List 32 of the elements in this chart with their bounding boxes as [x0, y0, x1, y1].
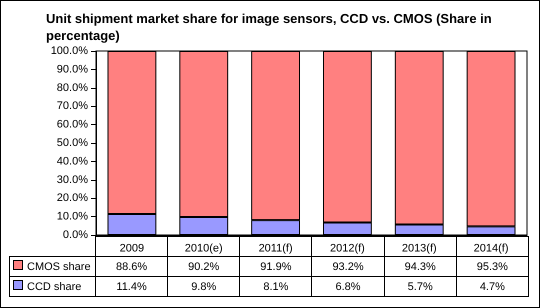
data-label: 90.2%: [168, 256, 240, 276]
data-label: 91.9%: [240, 256, 312, 276]
x-tick-label: 2012(f): [330, 242, 365, 254]
data-label: 93.2%: [312, 256, 384, 276]
x-tick-label: 2009: [120, 242, 144, 254]
chart-title: Unit shipment market share for image sensors, CCD vs. CMOS (Share in percentage): [46, 11, 496, 43]
x-tick-label: 2013(f): [402, 242, 437, 254]
data-label: 11.4%: [96, 276, 168, 296]
y-tick-label: 40.0%: [56, 155, 88, 168]
data-label: 6.8%: [312, 276, 384, 296]
y-tick-label: 50.0%: [56, 137, 88, 149]
y-tick-label: 100.0%: [50, 45, 88, 57]
x-tick-label: 2014(f): [474, 242, 509, 254]
data-label: 95.3%: [456, 256, 528, 276]
y-tick-label: 10.0%: [56, 210, 88, 223]
x-tick-label: 2011(f): [258, 242, 293, 254]
y-tick-label: 90.0%: [56, 63, 88, 76]
data-label: 88.6%: [96, 256, 168, 276]
y-tick-label: 70.0%: [56, 100, 88, 112]
x-tick-label: 2010(e): [184, 242, 223, 254]
y-tick-label: 60.0%: [56, 118, 88, 131]
y-tick-label: 20.0%: [56, 192, 88, 204]
legend-label: CMOS share: [10, 256, 96, 276]
y-tick-label: 30.0%: [56, 174, 88, 186]
data-label: 94.3%: [384, 256, 456, 276]
data-label: 4.7%: [456, 276, 528, 296]
data-label: 5.7%: [384, 276, 456, 296]
legend-label: CCD share: [10, 276, 96, 296]
y-tick-label: 0.0%: [62, 229, 88, 241]
data-label: 8.1%: [240, 276, 312, 296]
data-label: 9.8%: [168, 276, 240, 296]
y-tick-label: 80.0%: [56, 82, 88, 94]
